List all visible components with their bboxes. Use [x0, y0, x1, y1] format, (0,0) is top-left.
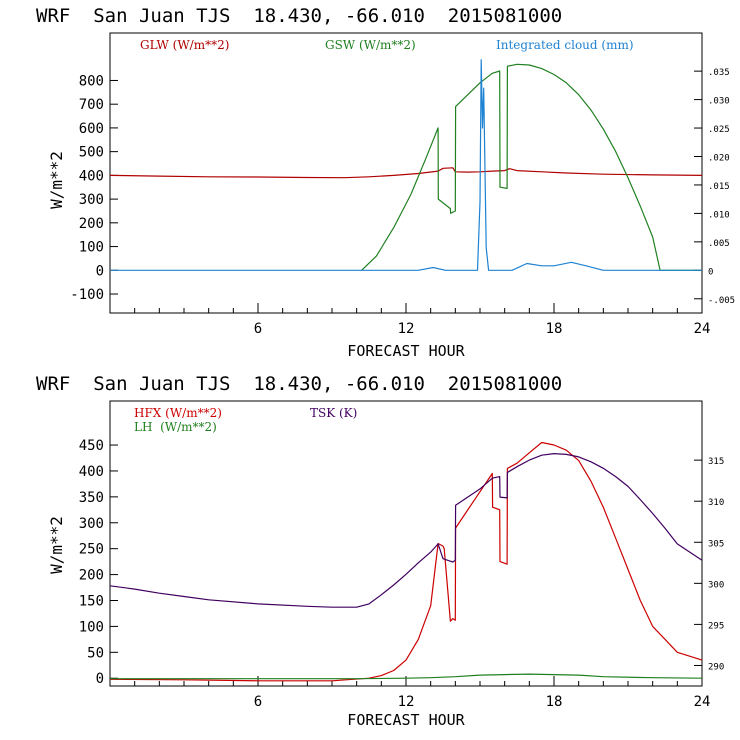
chart-1-y-label: W/m**2	[47, 151, 66, 209]
chart-1-plot-frame	[109, 32, 703, 314]
y-tick-label: 800	[79, 73, 104, 89]
chart-2-y-axis: 0 50 100 150 200 250 300 350 400 450	[79, 438, 118, 687]
x-tick-label: 24	[694, 694, 711, 710]
y-tick-label: 200	[79, 568, 104, 584]
series-line-lh	[110, 673, 703, 680]
y2-tick-label: .025	[708, 125, 730, 135]
y-tick-label: 100	[79, 619, 104, 635]
y2-tick-label: .005	[708, 239, 730, 249]
chart-1-legend-glw: GLW (W/m**2)	[140, 38, 229, 52]
y-tick-label: 200	[79, 216, 104, 232]
chart-2-legend-hfx: HFX (W/m**2)	[134, 406, 222, 420]
y-tick-label: 0	[96, 263, 104, 279]
y2-tick-label: 315	[708, 457, 724, 467]
y2-tick-label: 290	[708, 662, 724, 672]
chart-2-plot-frame	[109, 400, 703, 687]
chart-1-legend-cloud: Integrated cloud (mm)	[496, 38, 634, 52]
y-tick-label: -100	[70, 287, 104, 303]
y-tick-label: 300	[79, 192, 104, 208]
y2-tick-label: 295	[708, 621, 724, 631]
chart-1-y-axis: -100 0 100 200 300 400 500 600 700 800	[70, 73, 118, 303]
chart-2-legend-lh: LH (W/m**2)	[134, 420, 217, 434]
y2-tick-label: .015	[708, 182, 730, 192]
chart-panel-2: WRF San Juan TJS 18.430, -66.010 2015081…	[36, 373, 724, 729]
x-tick-label: 18	[546, 694, 563, 710]
series-line-gsw	[361, 63, 702, 271]
series-line-hfx	[109, 441, 703, 682]
y-tick-label: 50	[87, 645, 104, 661]
x-tick-label: 6	[254, 321, 262, 337]
series-line-glw	[109, 167, 703, 179]
y2-tick-label: 300	[708, 580, 724, 590]
chart-1-y2-axis: -.005 0 .005 .010 .015 .020 .025 .030 .035	[694, 68, 735, 306]
chart-1-title: WRF San Juan TJS 18.430, -66.010 2015081…	[36, 5, 562, 27]
y2-tick-label: 0	[708, 267, 713, 277]
chart-2-legend-tsk: TSK (K)	[310, 406, 357, 420]
chart-2-series	[109, 441, 703, 682]
y2-tick-label: 310	[708, 498, 724, 508]
y-tick-label: 500	[79, 145, 104, 161]
y-tick-label: 450	[79, 438, 104, 454]
chart-1-legend-gsw: GSW (W/m**2)	[325, 38, 416, 52]
y-tick-label: 400	[79, 168, 104, 184]
x-tick-label: 6	[254, 694, 262, 710]
y-tick-label: 600	[79, 121, 104, 137]
y2-tick-label: -.005	[708, 296, 735, 306]
series-line-integrated	[110, 59, 702, 271]
chart-2-x-axis: 6 12 18 24	[134, 676, 711, 710]
chart-2-title: WRF San Juan TJS 18.430, -66.010 2015081…	[36, 373, 562, 395]
y-tick-label: 300	[79, 516, 104, 532]
y2-tick-label: 305	[708, 539, 724, 549]
y-tick-label: 100	[79, 240, 104, 256]
x-tick-label: 18	[546, 321, 563, 337]
chart-1-series	[109, 59, 703, 271]
y-tick-label: 250	[79, 542, 104, 558]
y2-tick-label: .010	[708, 210, 730, 220]
x-tick-label: 12	[398, 694, 415, 710]
chart-1-x-axis: 6 12 18 24	[134, 303, 711, 337]
y-tick-label: 0	[96, 671, 104, 687]
y-tick-label: 700	[79, 97, 104, 113]
chart-2-x-label: FORECAST HOUR	[347, 711, 465, 729]
x-tick-label: 24	[694, 321, 711, 337]
y-tick-label: 150	[79, 594, 104, 610]
y2-tick-label: .030	[708, 97, 730, 107]
chart-2-y-label: W/m**2	[47, 516, 66, 574]
y2-tick-label: .035	[708, 68, 730, 78]
chart-2-y2-axis: 290 295 300 305 310 315	[694, 457, 724, 672]
y2-tick-label: .020	[708, 153, 730, 163]
y-tick-label: 350	[79, 490, 104, 506]
series-line-tsk	[109, 453, 703, 608]
chart-panel-1: WRF San Juan TJS 18.430, -66.010 2015081…	[36, 5, 735, 360]
x-tick-label: 12	[398, 321, 415, 337]
chart-1-x-label: FORECAST HOUR	[347, 342, 465, 360]
y-tick-label: 400	[79, 464, 104, 480]
